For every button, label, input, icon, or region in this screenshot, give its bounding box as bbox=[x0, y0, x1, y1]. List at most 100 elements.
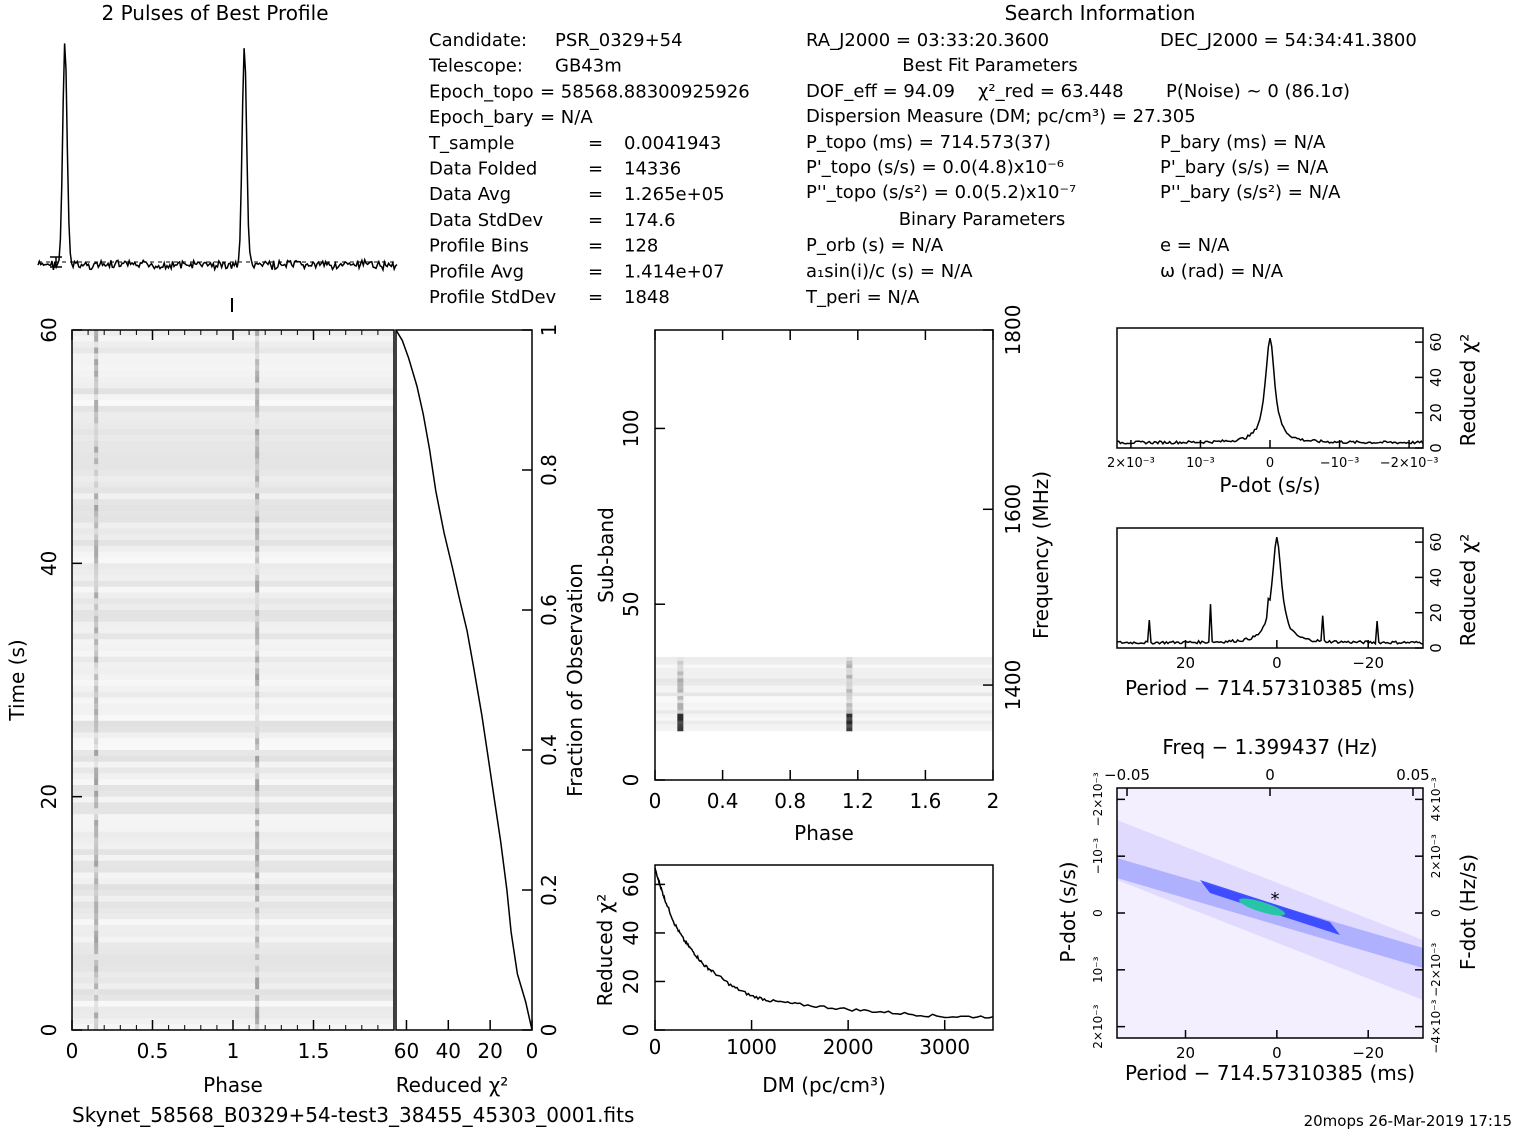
subband-pulse-cell bbox=[677, 660, 684, 665]
time-phase-pulse-cell bbox=[255, 790, 260, 798]
subband-row bbox=[655, 678, 993, 683]
time-phase-pulse-cell bbox=[94, 458, 99, 465]
y-tick-label: 100 bbox=[619, 409, 643, 447]
time-phase-pulse-cell bbox=[255, 1024, 260, 1031]
pdot-axes: 2×10⁻³ 10⁻³ 0 −10⁻³ −2×10⁻³ 0 20 40 60 bbox=[1107, 333, 1445, 471]
x-tick-label: 1.5 bbox=[298, 1039, 330, 1063]
subband-rows bbox=[655, 656, 993, 732]
time-phase-pulse-cell bbox=[94, 633, 99, 640]
omega-text: ω (rad) = N/A bbox=[1160, 261, 1284, 282]
x-tick-label: −2×10⁻³ bbox=[1380, 456, 1439, 471]
time-phase-pulse-cell bbox=[94, 452, 99, 459]
time-phase-pulse-cell bbox=[94, 341, 99, 348]
time-phase-pulse-cell bbox=[94, 814, 99, 821]
time-phase-row bbox=[72, 499, 394, 506]
y-tick-label: −10⁻³ bbox=[1091, 838, 1105, 875]
time-phase-pulse-cell bbox=[255, 423, 260, 430]
chi2-time-line bbox=[395, 329, 533, 1031]
ppdot-heat bbox=[1117, 788, 1423, 1038]
time-phase-pulse-cell bbox=[94, 989, 99, 996]
e-text: e = N/A bbox=[1160, 235, 1230, 256]
subband-pulse-cell bbox=[677, 699, 684, 704]
time-phase-row bbox=[72, 878, 394, 885]
time-phase-pulse-cell bbox=[255, 592, 260, 599]
info-eq: = bbox=[588, 210, 603, 231]
time-phase-pulse-cell bbox=[255, 551, 260, 558]
ppdot-axes: 20 0 −20 −0.05 0 0.05 −2×10⁻³ −10⁻³ 0 10⁻³ 2×10⁻³ 4… bbox=[1091, 766, 1443, 1062]
subband-ylabel: Sub-band bbox=[594, 507, 618, 603]
time-phase-pulse-cell bbox=[94, 435, 99, 442]
time-phase-pulse-cell bbox=[255, 522, 260, 529]
time-phase-pulse-cell bbox=[94, 592, 99, 599]
time-phase-row bbox=[72, 820, 394, 827]
time-phase-pulse-cell bbox=[255, 668, 260, 675]
time-phase-row bbox=[72, 464, 394, 471]
time-phase-pulse-cell bbox=[94, 983, 99, 990]
x-tick-label: 0.4 bbox=[707, 789, 739, 813]
time-phase-pulse-cell bbox=[94, 662, 99, 669]
time-phase-pulse-cell bbox=[94, 1018, 99, 1025]
time-phase-pulse-cell bbox=[94, 779, 99, 786]
time-phase-row bbox=[72, 750, 394, 757]
time-phase-pulse-cell bbox=[255, 470, 260, 477]
y2-tick-label: 4×10⁻³ bbox=[1429, 777, 1443, 821]
time-phase-row bbox=[72, 796, 394, 803]
subband-pulse-cell bbox=[846, 688, 853, 693]
time-phase-row bbox=[72, 849, 394, 856]
time-phase-pulse-cell bbox=[255, 732, 260, 739]
time-phase-row bbox=[72, 353, 394, 360]
dm-curve-plot: 0 1000 2000 3000 0 20 40 60 DM (pc/cm³) Reduced… bbox=[593, 864, 994, 1097]
time-phase-row bbox=[72, 627, 394, 634]
time-phase-pulse-cell bbox=[255, 691, 260, 698]
y2-tick-label: −2×10⁻³ bbox=[1429, 943, 1443, 997]
subband-pulse-cell bbox=[677, 674, 684, 679]
time-phase-row bbox=[72, 650, 394, 658]
info-label: Candidate: bbox=[429, 30, 527, 51]
info-right-block: DEC_J2000 = 54:34:41.3800 P(Noise) ~ 0 (… bbox=[1160, 30, 1417, 282]
time-phase-row bbox=[72, 709, 394, 716]
chi2-time-xlabel: Reduced χ² bbox=[396, 1073, 509, 1097]
time-phase-pulse-cell bbox=[255, 557, 260, 564]
time-phase-row bbox=[72, 971, 394, 978]
time-phase-pulse-cell bbox=[94, 330, 99, 337]
time-phase-pulse-cell bbox=[94, 855, 99, 862]
time-phase-pulse-cell bbox=[255, 563, 260, 570]
subband-row bbox=[655, 695, 993, 700]
info-label: Data Avg bbox=[429, 184, 511, 205]
time-phase-row bbox=[72, 913, 394, 920]
time-phase-pulse-cell bbox=[94, 709, 99, 716]
time-phase-row bbox=[72, 1012, 394, 1019]
y-tick-label: 0 bbox=[1427, 443, 1445, 453]
time-phase-row bbox=[72, 995, 394, 1002]
subband-row bbox=[655, 688, 993, 693]
subband-pulse-cell bbox=[677, 688, 684, 693]
info-value: 14336 bbox=[624, 159, 681, 180]
time-phase-row bbox=[72, 481, 394, 488]
time-phase-row bbox=[72, 470, 394, 477]
time-phase-pulse-cell bbox=[94, 586, 99, 593]
time-phase-pulse-cell bbox=[255, 995, 260, 1002]
time-phase-row bbox=[72, 417, 394, 424]
time-phase-row bbox=[72, 901, 394, 908]
y-tick-label: 60 bbox=[619, 872, 643, 897]
time-phase-row bbox=[72, 866, 394, 873]
x-tick-label: 0.5 bbox=[137, 1039, 169, 1063]
subband-pulse-cell bbox=[846, 656, 853, 661]
y-tick-label: 10⁻³ bbox=[1091, 956, 1105, 983]
time-phase-pulse-cell bbox=[255, 481, 260, 488]
info-label: Data StdDev bbox=[429, 210, 544, 231]
info-value: GB43m bbox=[555, 56, 622, 77]
time-phase-pulse-cell bbox=[94, 843, 99, 850]
subband-xlabel: Phase bbox=[794, 821, 854, 845]
subband-row bbox=[655, 716, 993, 721]
subband-frame bbox=[654, 329, 994, 781]
dec-text: DEC_J2000 = 54:34:41.3800 bbox=[1160, 30, 1417, 51]
subband-row bbox=[655, 656, 993, 661]
time-phase-pulse-cell bbox=[255, 656, 260, 663]
time-phase-pulse-cell bbox=[94, 481, 99, 488]
ppdot-xlabel: Period − 714.57310385 (ms) bbox=[1125, 1061, 1415, 1085]
time-phase-pulse-cell bbox=[94, 1012, 99, 1019]
y-tick-label: 40 bbox=[1427, 368, 1445, 387]
subband-pulse-cell bbox=[677, 709, 684, 714]
